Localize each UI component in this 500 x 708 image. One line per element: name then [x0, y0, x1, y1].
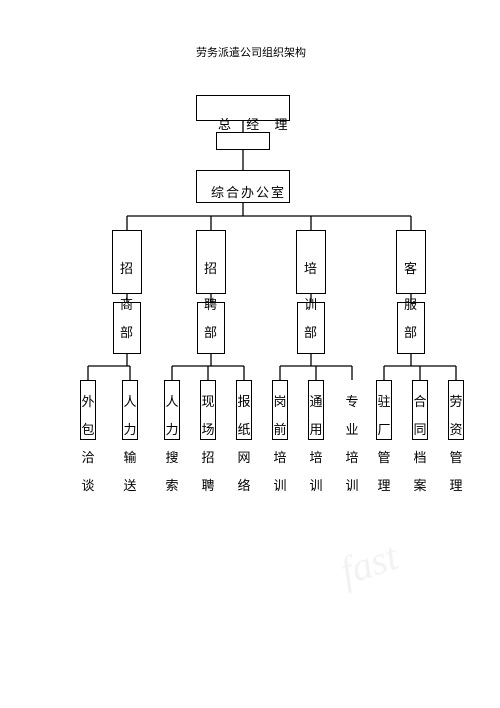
dept1-label-b: 部 [120, 322, 133, 341]
dept2-label-m: 聘 [204, 294, 217, 313]
dept1-label-m: 商 [120, 294, 133, 313]
dept3-label-b: 部 [304, 322, 317, 341]
office-label: 综合办公室 [211, 182, 286, 201]
gm-label: 总 经 理 [218, 114, 294, 133]
dept4-label-m: 服 [404, 294, 417, 313]
leaf-text: 外包洽谈 [81, 388, 95, 500]
leaf-text: 驻厂管理 [377, 388, 391, 500]
leaf-text: 人力输送 [123, 388, 137, 500]
dept3-label-m: 训 [304, 294, 317, 313]
leaf-text: 专业培训 [345, 388, 359, 500]
dept2-label-a: 招 [204, 258, 217, 277]
leaf-text: 人力搜索 [165, 388, 179, 500]
gm-box-inner [216, 132, 270, 150]
dept2-label-b: 部 [204, 322, 217, 341]
leaf-text: 劳资管理 [449, 388, 463, 500]
leaf-text: 现场招聘 [201, 388, 215, 500]
org-chart: { "type": "org-tree", "page": { "width":… [0, 0, 500, 708]
leaf-text: 合同档案 [413, 388, 427, 500]
leaf-text: 通用培训 [309, 388, 323, 500]
leaf-text: 报纸网络 [237, 388, 251, 500]
dept4-label-b: 部 [404, 322, 417, 341]
dept1-label-a: 招 [120, 258, 133, 277]
leaf-text: 岗前培训 [273, 388, 287, 500]
dept4-label-a: 客 [404, 258, 417, 277]
dept3-label-a: 培 [304, 258, 317, 277]
